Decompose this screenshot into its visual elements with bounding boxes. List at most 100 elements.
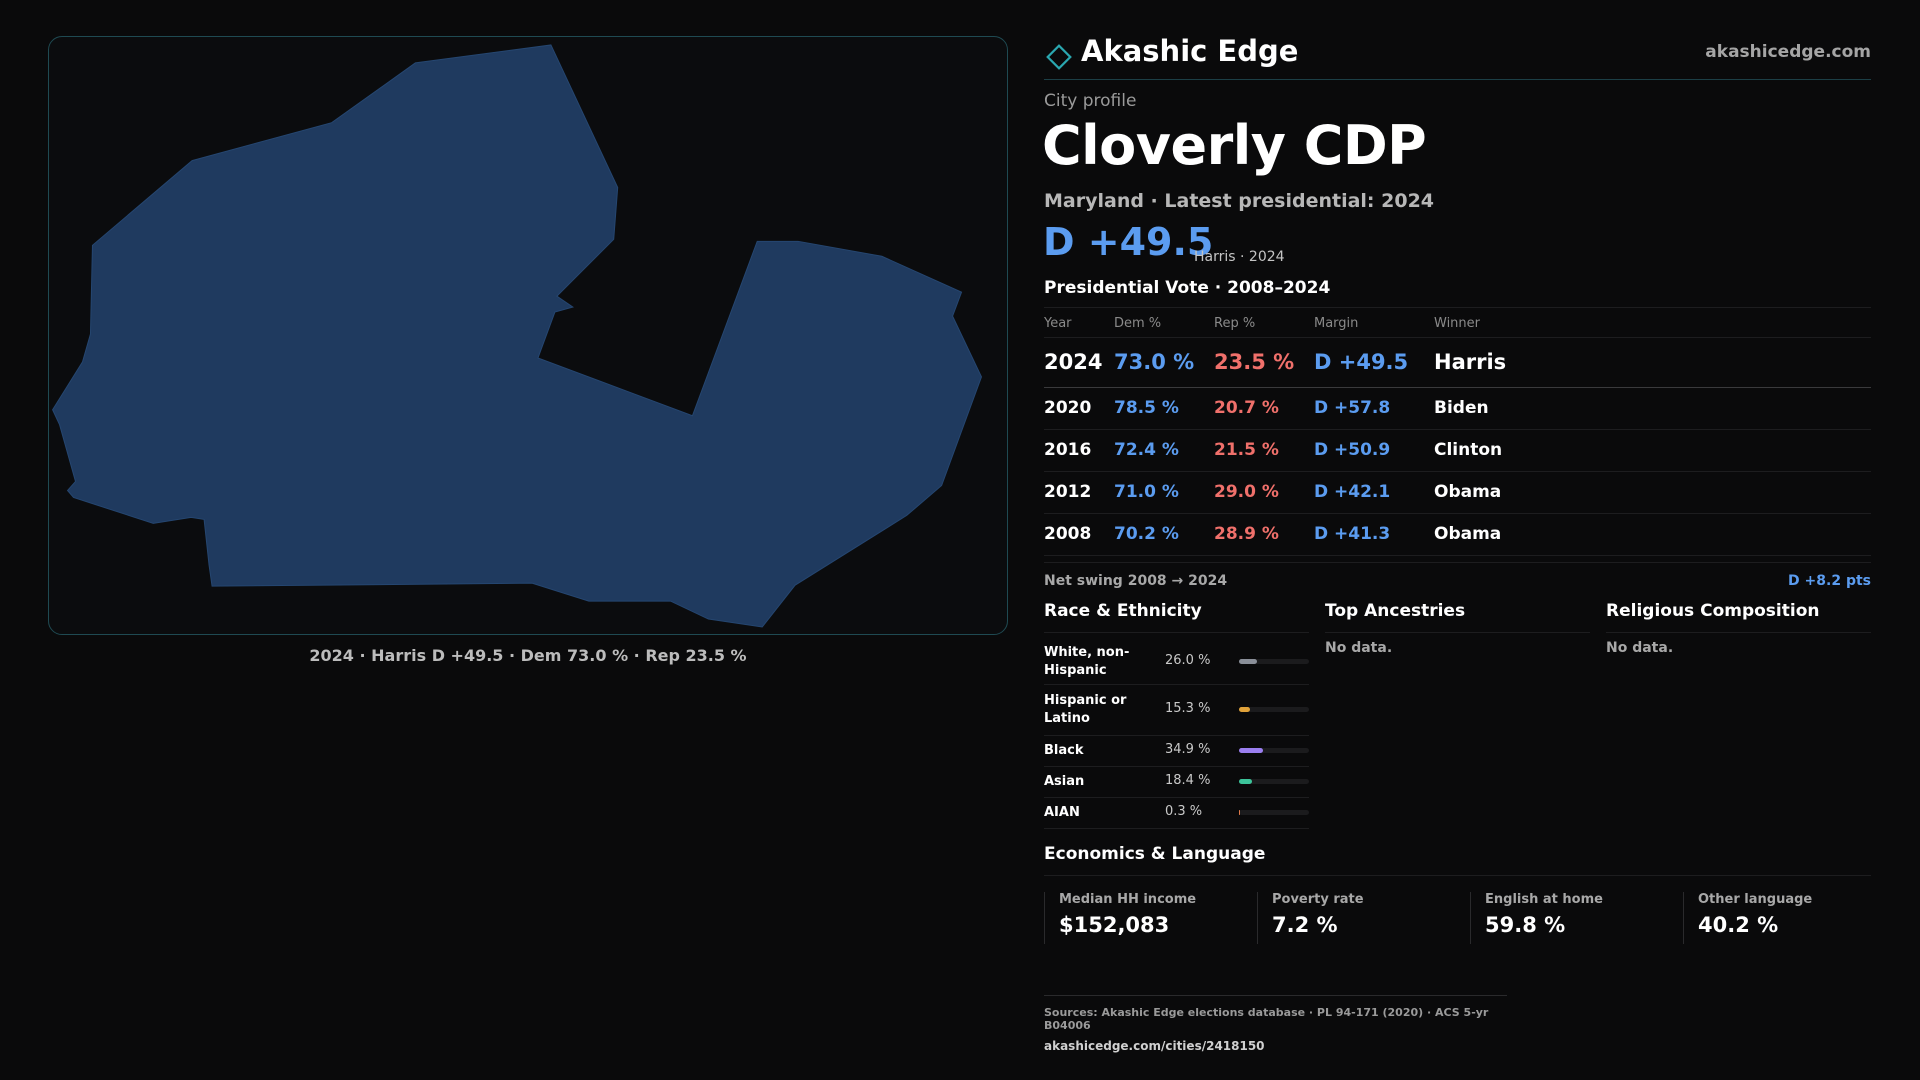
latest-margin-note: Harris · 2024 — [1194, 249, 1285, 265]
economics-section-header: Economics & Language — [1044, 844, 1871, 876]
list-item: Asian 18.4 % — [1044, 767, 1309, 798]
stat-label: Median HH income — [1059, 892, 1197, 907]
page-kicker: City profile — [1044, 91, 1137, 111]
table-divider — [1044, 556, 1871, 563]
cell-margin: D +50.9 — [1314, 440, 1391, 460]
map-panel[interactable] — [48, 36, 1008, 635]
footer-link[interactable]: akashicedge.com/cities/2418150 — [1044, 1039, 1265, 1053]
cell-margin: D +57.8 — [1314, 398, 1391, 418]
race-label: Black — [1044, 743, 1084, 758]
race-bar-fill — [1239, 659, 1258, 664]
net-swing-value: D +8.2 pts — [1788, 573, 1871, 589]
cell-winner: Harris — [1434, 350, 1507, 374]
ancestry-section-title: Top Ancestries — [1325, 601, 1466, 621]
cell-dem: 72.4 % — [1114, 440, 1179, 460]
stat-value: 40.2 % — [1698, 913, 1779, 937]
col-header-margin: Margin — [1314, 316, 1359, 331]
race-pct: 18.4 % — [1165, 773, 1211, 788]
city-boundary-shape[interactable] — [52, 44, 983, 628]
cell-rep: 29.0 % — [1214, 482, 1279, 502]
list-item: Hispanic or Latino 15.3 % — [1044, 685, 1309, 736]
cell-year: 2016 — [1044, 440, 1092, 460]
race-label: Asian — [1044, 774, 1085, 789]
col-header-year: Year — [1044, 316, 1072, 331]
cell-year: 2024 — [1044, 350, 1103, 374]
race-list: White, non-Hispanic 26.0 % Hispanic or L… — [1044, 634, 1309, 829]
ancestry-section-header: Top Ancestries — [1325, 601, 1590, 633]
table-row: 2020 78.5 % 20.7 % D +57.8 Biden — [1044, 388, 1871, 430]
cell-winner: Biden — [1434, 398, 1489, 418]
cell-rep: 28.9 % — [1214, 524, 1279, 544]
cell-winner: Obama — [1434, 482, 1502, 502]
cell-winner: Clinton — [1434, 440, 1503, 460]
brand-name: Akashic Edge — [1081, 34, 1299, 68]
cell-rep: 21.5 % — [1214, 440, 1279, 460]
page-title: Cloverly CDP — [1042, 114, 1427, 177]
cell-year: 2012 — [1044, 482, 1092, 502]
stat-other-language: Other language 40.2 % — [1683, 892, 1871, 944]
race-label: Hispanic or Latino — [1044, 693, 1127, 726]
cell-dem: 78.5 % — [1114, 398, 1179, 418]
cell-margin: D +41.3 — [1314, 524, 1391, 544]
race-bar-track — [1239, 659, 1309, 664]
table-row: 2008 70.2 % 28.9 % D +41.3 Obama — [1044, 514, 1871, 556]
ancestry-empty-text: No data. — [1325, 640, 1393, 656]
cell-dem: 70.2 % — [1114, 524, 1179, 544]
col-header-rep: Rep % — [1214, 316, 1256, 331]
religion-section-header: Religious Composition — [1606, 601, 1871, 633]
cell-year: 2008 — [1044, 524, 1092, 544]
vote-table-header: Year Dem % Rep % Margin Winner — [1044, 307, 1871, 338]
stat-median-income: Median HH income $152,083 — [1044, 892, 1257, 944]
race-bar-fill — [1239, 748, 1264, 753]
col-header-dem: Dem % — [1114, 316, 1162, 331]
race-bar-fill — [1239, 779, 1252, 784]
cell-dem: 71.0 % — [1114, 482, 1179, 502]
list-item: AIAN 0.3 % — [1044, 798, 1309, 829]
race-pct: 15.3 % — [1165, 701, 1211, 716]
page-subtitle: Maryland · Latest presidential: 2024 — [1044, 190, 1435, 212]
economics-section-title: Economics & Language — [1044, 844, 1266, 864]
table-row: 2024 73.0 % 23.5 % D +49.5 Harris — [1044, 338, 1871, 388]
table-row: 2012 71.0 % 29.0 % D +42.1 Obama — [1044, 472, 1871, 514]
col-header-winner: Winner — [1434, 316, 1481, 331]
footer-sources: Sources: Akashic Edge elections database… — [1044, 1006, 1489, 1032]
stat-value: 59.8 % — [1485, 913, 1566, 937]
race-bar-fill — [1239, 707, 1250, 712]
cell-rep: 20.7 % — [1214, 398, 1279, 418]
stat-value: 7.2 % — [1272, 913, 1338, 937]
list-item: Black 34.9 % — [1044, 736, 1309, 767]
race-pct: 0.3 % — [1165, 804, 1203, 819]
race-section-header: Race & Ethnicity — [1044, 601, 1309, 633]
cell-year: 2020 — [1044, 398, 1092, 418]
city-boundary-map[interactable] — [49, 37, 1007, 634]
religion-empty-text: No data. — [1606, 640, 1674, 656]
vote-section-title: Presidential Vote · 2008–2024 — [1044, 278, 1331, 298]
race-pct: 34.9 % — [1165, 742, 1211, 757]
table-row: 2016 72.4 % 21.5 % D +50.9 Clinton — [1044, 430, 1871, 472]
list-item: White, non-Hispanic 26.0 % — [1044, 634, 1309, 685]
latest-margin: D +49.5 — [1043, 220, 1214, 264]
stat-label: Other language — [1698, 892, 1813, 907]
vote-table: Year Dem % Rep % Margin Winner 2024 73.0… — [1044, 307, 1871, 563]
brand-header: Akashic Edge akashicedge.com — [1044, 30, 1871, 80]
race-label: AIAN — [1044, 805, 1080, 820]
cell-rep: 23.5 % — [1214, 350, 1295, 374]
stat-value: $152,083 — [1059, 913, 1170, 937]
race-bar-track — [1239, 748, 1309, 753]
race-bar-track — [1239, 707, 1309, 712]
cell-margin: D +49.5 — [1314, 350, 1409, 374]
race-section-title: Race & Ethnicity — [1044, 601, 1202, 621]
map-caption: 2024 · Harris D +49.5 · Dem 73.0 % · Rep… — [309, 646, 747, 665]
brand-url-link[interactable]: akashicedge.com — [1705, 42, 1871, 62]
footer: Sources: Akashic Edge elections database… — [1044, 995, 1507, 1053]
net-swing-label: Net swing 2008 → 2024 — [1044, 573, 1228, 589]
cell-winner: Obama — [1434, 524, 1502, 544]
race-pct: 26.0 % — [1165, 653, 1211, 668]
cell-dem: 73.0 % — [1114, 350, 1195, 374]
stat-english-at-home: English at home 59.8 % — [1470, 892, 1683, 944]
stat-poverty-rate: Poverty rate 7.2 % — [1257, 892, 1470, 944]
race-label: White, non-Hispanic — [1044, 645, 1130, 678]
religion-section-title: Religious Composition — [1606, 601, 1820, 621]
stat-label: English at home — [1485, 892, 1603, 907]
race-bar-track — [1239, 779, 1309, 784]
